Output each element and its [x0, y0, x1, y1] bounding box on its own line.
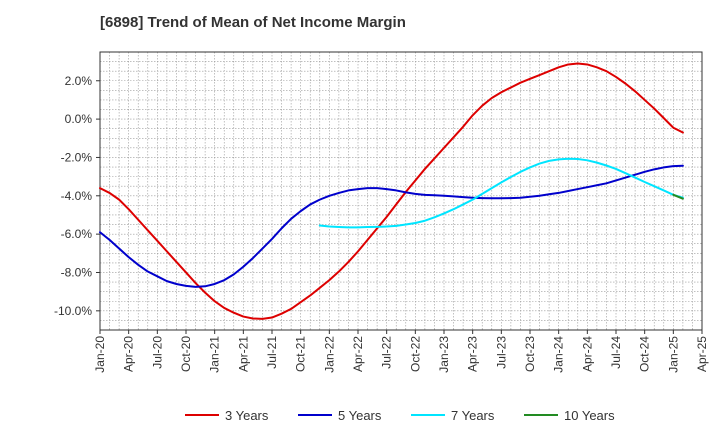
x-tick-label: Apr-23: [466, 336, 480, 372]
legend-label-1: 3 Years: [225, 408, 269, 423]
x-tick-label: Jan-22: [322, 336, 336, 373]
x-tick-label: Apr-24: [580, 336, 594, 372]
legend-label-3: 7 Years: [451, 408, 495, 423]
legend-label-2: 5 Years: [338, 408, 382, 423]
x-tick-label: Oct-21: [294, 336, 308, 372]
x-tick-label: Apr-22: [351, 336, 365, 372]
y-tick-label: -2.0%: [61, 150, 93, 164]
y-tick-label: -4.0%: [61, 189, 93, 203]
x-tick-label: Apr-25: [695, 336, 709, 372]
series-line-2: [99, 164, 684, 288]
x-tick-label: Jul-24: [609, 336, 623, 369]
series-layer: [99, 62, 684, 320]
x-tick-label: Jul-21: [265, 336, 279, 369]
series-line-1: [99, 62, 684, 320]
legend-label-4: 10 Years: [564, 408, 615, 423]
series-line-3: [318, 157, 684, 229]
x-tick-label: Jan-25: [666, 336, 680, 373]
x-tick-label: Jan-23: [437, 336, 451, 373]
plot-frame: [99, 51, 703, 331]
x-tick-label: Oct-22: [408, 336, 422, 372]
y-tick-label: 0.0%: [65, 112, 93, 126]
x-tick-label: Apr-20: [122, 336, 136, 372]
x-tick-label: Oct-24: [638, 336, 652, 372]
x-tick-label: Jul-22: [380, 336, 394, 369]
x-tick-label: Jul-23: [494, 336, 508, 369]
x-tick-label: Jan-21: [208, 336, 222, 373]
x-tick-label: Jul-20: [150, 336, 164, 369]
x-tick-label: Oct-23: [523, 336, 537, 372]
legend-layer: 3 Years 5 Years 7 Years 10 Years: [185, 408, 615, 423]
axis-layer: 2.0% 0.0% -2.0% -4.0% -6.0% -8.0% -10.0% Jan-20…: [54, 51, 709, 373]
y-tick-label: 2.0%: [65, 74, 93, 88]
x-tick-label: Oct-20: [179, 336, 193, 372]
x-tick-label: Jan-20: [93, 336, 107, 373]
y-tick-label: -8.0%: [61, 265, 93, 279]
series-line-4: [672, 193, 684, 200]
chart-title: [6898] Trend of Mean of Net Income Margi…: [100, 14, 406, 31]
grid-layer: [100, 52, 702, 330]
y-tick-label: -10.0%: [54, 304, 92, 318]
y-tick-label: -6.0%: [61, 227, 93, 241]
x-tick-label: Jan-24: [552, 336, 566, 373]
x-tick-label: Apr-21: [236, 336, 250, 372]
